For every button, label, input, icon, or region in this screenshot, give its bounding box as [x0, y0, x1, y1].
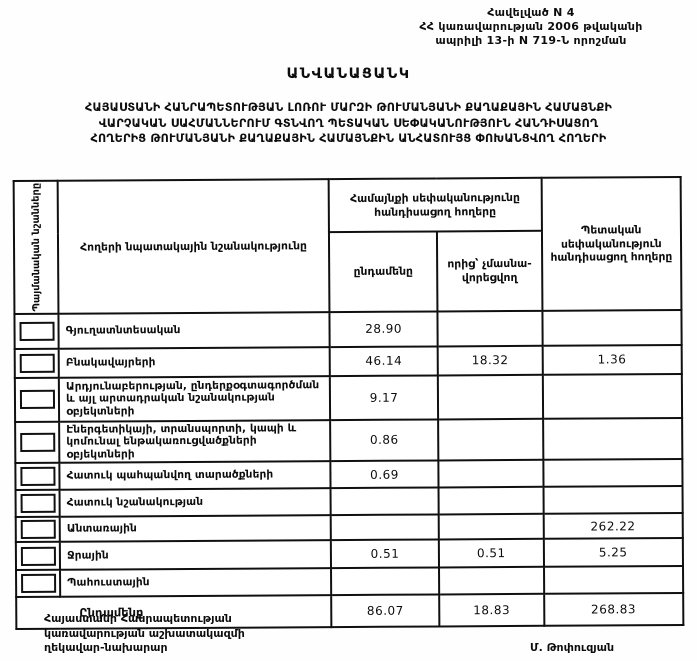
table-row: Գյուղատնտեսական 28.90 [14, 309, 682, 349]
symbol-cell [14, 348, 59, 378]
signatory-name: Մ. Թոփուզյան [530, 641, 615, 654]
value-nonprivatized [438, 513, 544, 540]
column-header-state: Պետական սեփականություն հանդիսացող հողերը [541, 176, 682, 311]
row-label: Անտառային [59, 515, 331, 542]
symbol-cell [16, 569, 61, 598]
total-value-nonprivatized: 18.83 [439, 593, 544, 627]
value-state [543, 486, 683, 514]
value-nonprivatized [438, 486, 544, 515]
table-row: Հատուկ պահպանվող տարածքների 0.69 [15, 459, 683, 491]
signatory-title-block: Հայաստանի Հանրապետության կառավարության ա… [44, 612, 245, 656]
value-total [330, 487, 439, 516]
legend-symbol-box [20, 519, 56, 540]
table-row: Ջրային 0.51 0.51 5.25 [15, 538, 684, 571]
symbol-cell [15, 462, 60, 491]
value-nonprivatized [438, 418, 543, 461]
value-total [330, 567, 440, 596]
value-state: 262.22 [543, 513, 683, 539]
column-header-nonprivatized: որից՝ չմասնա-վորեցվող [437, 231, 542, 312]
table-row: Արդյունաբերության, ընդերքօգտագործման և ա… [14, 373, 683, 422]
value-nonprivatized: 0.51 [439, 538, 544, 568]
row-label: Բնակավայրերի [58, 346, 330, 378]
value-state [542, 373, 683, 419]
value-state [542, 417, 683, 460]
value-nonprivatized [438, 374, 543, 420]
row-label: Պահուստային [60, 568, 332, 597]
legend-symbol-box [20, 493, 56, 514]
document-subtitle: ՀԱՅԱՍՏԱՆԻ ՀԱՆՐԱՊԵՏՈՒԹՅԱՆ ԼՈՌՈՒ ՄԱՐԶԻ ԹՈՒ… [8, 100, 689, 147]
legend-symbol-box [20, 466, 56, 487]
total-value-total: 86.07 [331, 594, 440, 628]
symbol-cell [15, 489, 60, 518]
legend-symbol-box [19, 321, 55, 341]
appendix-line: ապրիլի 13-ի N 719-Ն որոշման [435, 34, 627, 47]
land-transfer-table: Պայմանական նշանները Հողերի նպատակային նշ… [12, 175, 685, 631]
legend-symbol-box [19, 389, 56, 410]
value-nonprivatized [437, 310, 543, 347]
value-state: 1.36 [542, 344, 682, 375]
table-header-row-1: Պայմանական նշանները Հողերի նպատակային նշ… [13, 176, 682, 314]
page-title: ԱՆՎԱՆԱՑԱՆԿ [286, 66, 411, 82]
row-label: Էներգետիկայի, տրանսպորտի, կապի և կոմունա… [59, 419, 331, 463]
land-table-container: Պայմանական նշանները Հողերի նպատակային նշ… [12, 175, 685, 631]
total-value-state: 268.83 [543, 593, 684, 626]
value-total: 0.86 [330, 419, 439, 462]
subtitle-line: ՀՈՂԵՐԻՑ ԹՈՒՄԱՆՅԱՆԻ ՔԱՂԱՔԱՅԻՆ ՀԱՄԱՅՆՔԻՆ Ա… [90, 132, 607, 145]
symbol-cell [14, 377, 60, 422]
symbol-cell [15, 541, 61, 571]
signatory-title-line: կառավարության աշխատակազմի [44, 626, 245, 640]
column-header-purpose: Հողերի նպատակային նշանակությունը [57, 179, 330, 314]
appendix-line: Հավելված N 4 [487, 6, 575, 19]
value-state [543, 566, 684, 594]
table-row: Էներգետիկայի, տրանսպորտի, կապի և կոմունա… [15, 417, 683, 464]
table-row: Բնակավայրերի 46.14 18.32 1.36 [14, 344, 682, 378]
row-label: Հատուկ պահպանվող տարածքների [59, 461, 331, 490]
signatory-title-line: Հայաստանի Հանրապետության [44, 612, 232, 625]
column-header-total: ընդամենը [328, 231, 438, 312]
column-header-symbols: Պայմանական նշանները [13, 180, 59, 314]
legend-symbol-box [20, 546, 56, 566]
row-label: Հատուկ նշանակության [59, 488, 331, 517]
value-state [542, 459, 683, 487]
value-state: 5.25 [543, 538, 684, 567]
symbol-cell [15, 516, 60, 543]
value-total: 0.69 [330, 460, 439, 489]
column-group-community: Համայնքի սեփականությունը հանդիսացող հողե… [328, 177, 542, 233]
legend-symbol-box [19, 353, 55, 373]
symbol-cell [14, 313, 59, 349]
value-nonprivatized [438, 459, 544, 488]
column-header-symbols-label: Պայմանական նշանները [30, 182, 42, 312]
signatory-title-line: ղեկավար-նախարար [44, 641, 168, 654]
value-total: 9.17 [329, 375, 439, 420]
legend-symbol-box [20, 432, 56, 452]
subtitle-line: ՎԱՐՉԱԿԱՆ ՍԱՀՄԱՆՆԵՐՈՒՄ ԳՏՆՎՈՂ ՊԵՏԱԿԱՆ ՍԵՓ… [98, 116, 599, 130]
subtitle-line: ՀԱՅԱՍՏԱՆԻ ՀԱՆՐԱՊԵՏՈՒԹՅԱՆ ԼՈՌՈՒ ՄԱՐԶԻ ԹՈՒ… [84, 101, 613, 114]
value-total: 46.14 [329, 346, 439, 376]
value-total: 28.90 [329, 311, 438, 347]
value-nonprivatized [439, 566, 544, 595]
appendix-line: ՀՀ կառավարության 2006 թվականի [419, 20, 643, 33]
row-label: Գյուղատնտեսական [58, 311, 330, 349]
appendix-reference: Հավելված N 4 ՀՀ կառավարության 2006 թվակա… [401, 6, 661, 48]
value-nonprivatized: 18.32 [437, 345, 543, 376]
symbol-cell [15, 421, 60, 464]
table-row: Պահուստային [16, 566, 684, 598]
value-total: 0.51 [330, 539, 440, 569]
value-state [541, 309, 682, 346]
legend-symbol-box [21, 573, 57, 594]
row-label: Ջրային [59, 540, 331, 570]
row-label: Արդյունաբերության, ընդերքօգտագործման և ա… [58, 375, 331, 422]
table-row: Հատուկ նշանակության [15, 486, 683, 518]
value-total [330, 514, 440, 541]
